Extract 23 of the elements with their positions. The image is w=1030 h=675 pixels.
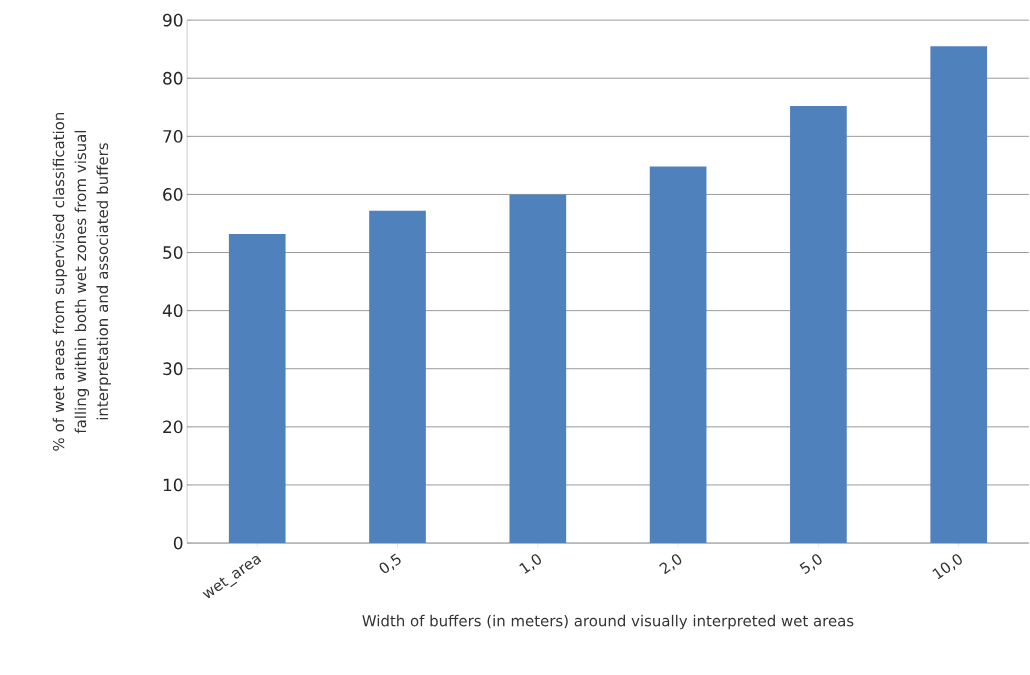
x-tick-label: 10,0	[932, 554, 962, 580]
y-tick-label: 90	[163, 13, 183, 27]
bar	[369, 210, 426, 544]
y-tick-label: 0	[173, 536, 183, 550]
y-tick-label: 80	[163, 71, 183, 85]
x-tick-label: 0,5	[379, 553, 401, 574]
y-tick-label: 40	[162, 304, 183, 318]
y-tick-label: 20	[163, 420, 183, 434]
y-tick-label: 50	[163, 246, 183, 260]
y-tick-label: 60	[163, 188, 183, 201]
bar	[649, 166, 707, 544]
x-tick-label: 2,0	[659, 554, 682, 575]
x-tick-label: 5,0	[799, 554, 822, 575]
y-tick-label: 10	[163, 478, 183, 492]
x-tick-label: 1,0	[519, 554, 541, 574]
x-axis-title: Width of buffers (in meters) around visually interpreted wet areas	[362, 614, 854, 630]
y-tick-label: 70	[163, 130, 183, 143]
y-tick-label: 30	[163, 362, 183, 376]
bar	[930, 46, 988, 544]
y-axis-title: % of wet areas from supervised classification falling within both wet zones from visual interpretation and associated buffers	[52, 113, 111, 451]
bar	[509, 194, 567, 544]
bar	[228, 234, 286, 544]
bar	[790, 106, 847, 544]
